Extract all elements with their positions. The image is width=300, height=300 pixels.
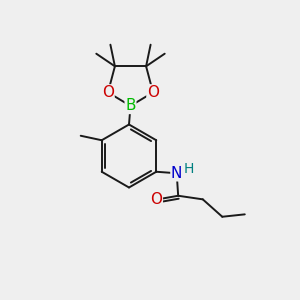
Text: O: O [102, 85, 114, 100]
Text: N: N [171, 166, 182, 181]
Text: O: O [150, 192, 162, 207]
Text: B: B [125, 98, 136, 113]
Text: H: H [184, 162, 194, 176]
Text: O: O [147, 85, 159, 100]
